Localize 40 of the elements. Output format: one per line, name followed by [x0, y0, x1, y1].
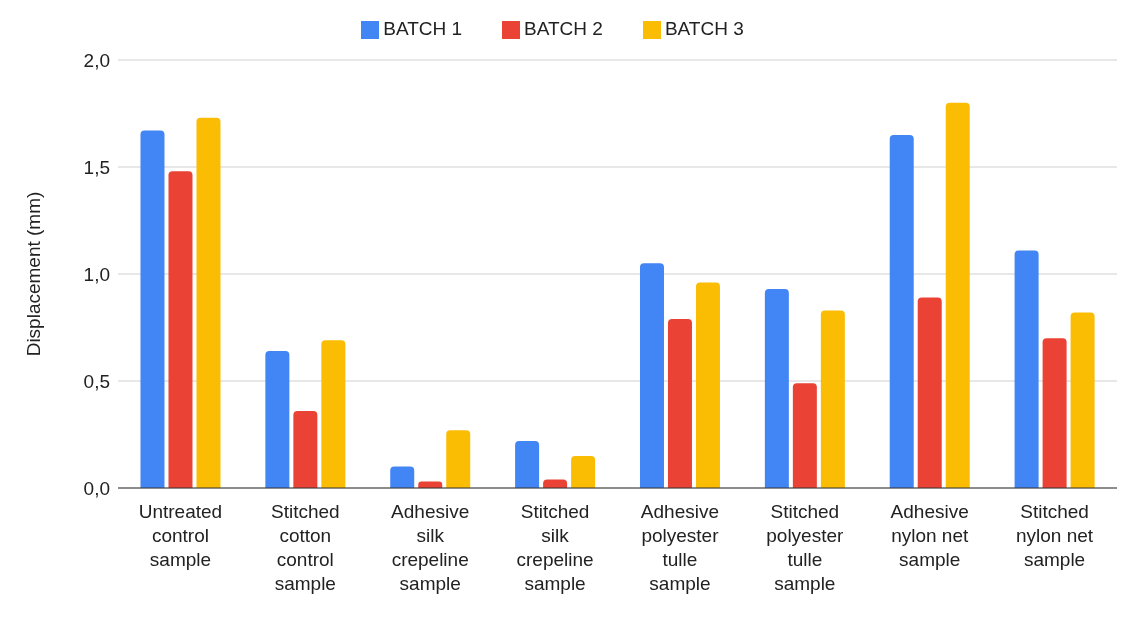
- bar: [168, 171, 193, 488]
- bar: [695, 282, 720, 488]
- bar: [639, 263, 664, 488]
- bar: [446, 430, 471, 488]
- y-tick-label: 2,0: [83, 49, 110, 71]
- y-tick-label: 1,0: [83, 263, 110, 285]
- bar: [390, 466, 415, 488]
- bar: [1042, 338, 1067, 488]
- bar: [265, 351, 290, 488]
- bar: [571, 455, 596, 488]
- bar: [764, 288, 789, 488]
- x-tick-label: Stitched cotton control sample: [270, 501, 340, 594]
- bar: [917, 297, 942, 488]
- bar: [1014, 250, 1039, 488]
- bar: [293, 410, 318, 488]
- bar: [196, 117, 221, 488]
- y-tick-label: 0,5: [83, 370, 110, 392]
- x-tick-label: Adhesive polyester tulle sample: [640, 501, 720, 594]
- x-tick-label: Stitched silk crepeline sample: [516, 501, 594, 594]
- bar: [515, 440, 540, 488]
- legend-label: BATCH 2: [524, 18, 603, 39]
- bar: [945, 102, 970, 488]
- bar: [889, 134, 914, 488]
- bar: [140, 130, 165, 488]
- bar: [820, 310, 845, 488]
- legend-label: BATCH 1: [383, 18, 463, 39]
- x-tick-label: Adhesive nylon net sample: [890, 501, 969, 570]
- y-axis-title: Displacement (mm): [22, 191, 44, 357]
- x-tick-label: Untreated control sample: [138, 501, 223, 570]
- y-tick-label: 0,0: [83, 477, 110, 499]
- bar: [792, 383, 817, 488]
- x-tick-label: Stitched nylon net sample: [1016, 501, 1094, 570]
- x-tick-label: Stitched polyester tulle sample: [766, 501, 845, 594]
- bar: [1070, 312, 1095, 488]
- x-tick-label: Adhesive silk crepeline sample: [391, 501, 470, 594]
- bar: [543, 479, 568, 488]
- bar: [321, 340, 346, 488]
- y-tick-label: 1,5: [83, 156, 110, 178]
- bar: [667, 318, 692, 488]
- legend-label: BATCH 3: [664, 18, 744, 39]
